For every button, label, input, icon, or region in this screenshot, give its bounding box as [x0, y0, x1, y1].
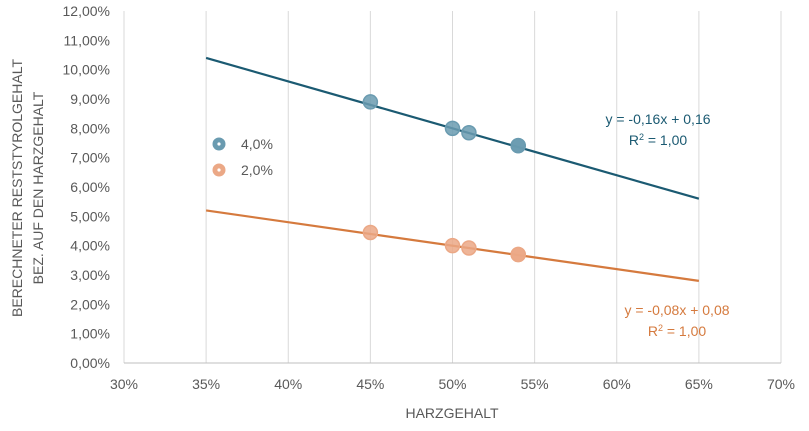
data-point-series-1 — [461, 240, 477, 256]
y-tick-label: 2,00% — [70, 296, 110, 312]
x-tick-label: 60% — [603, 376, 631, 392]
y-tick-label: 1,00% — [70, 326, 110, 342]
y-tick-label: 7,00% — [70, 150, 110, 166]
x-tick-label: 55% — [521, 376, 549, 392]
y-tick-label: 11,00% — [64, 32, 110, 48]
r2-series-2: R2 = 1,00 — [648, 323, 707, 339]
legend-label-2: 2,0% — [241, 162, 273, 178]
y-tick-label: 8,00% — [70, 120, 110, 136]
y-tick-label: 6,00% — [70, 179, 110, 195]
data-point-series-0 — [510, 137, 526, 154]
data-point-series-1 — [444, 237, 461, 254]
r2-series-4: R2 = 1,00 — [629, 132, 688, 148]
gridlines — [123, 11, 782, 363]
y-tick-label: 4,00% — [70, 238, 110, 254]
legend-marker-4-center — [217, 142, 221, 146]
legend-label-4: 4,0% — [241, 136, 273, 152]
data-point-series-0 — [444, 120, 461, 137]
x-axis-title: HARZGEHALT — [405, 405, 499, 421]
x-tick-label: 65% — [685, 376, 713, 392]
data-point-series-0 — [362, 94, 379, 110]
x-tick-label: 45% — [356, 376, 384, 392]
legend: 4,0% 2,0% — [212, 136, 273, 178]
x-tick-label: 40% — [274, 376, 302, 392]
legend-marker-2-center — [217, 168, 221, 172]
axes: 30% 35% 40% 45% 50% 55% 60% 65% 70% 0,00% 1,00% 2,0… — [63, 3, 796, 392]
equation-series-2: y = -0,08x + 0,08 — [624, 302, 729, 318]
x-tick-label: 30% — [110, 376, 138, 392]
data-point-series-0 — [461, 124, 477, 141]
y-tick-label: 5,00% — [70, 208, 110, 224]
x-tick-label: 50% — [438, 376, 466, 392]
equation-series-4: y = -0,16x + 0,16 — [605, 111, 710, 127]
x-tick-label: 70% — [767, 376, 795, 392]
data-points — [362, 94, 526, 263]
y-axis-title-line1: BERECHNETER RESTSTYROLGEHALT — [9, 59, 25, 317]
y-axis-title-line2: BEZ. AUF DEN HARZGEHALT — [30, 91, 46, 284]
data-point-series-1 — [510, 246, 526, 263]
y-tick-label: 9,00% — [70, 91, 110, 107]
x-tick-label: 35% — [192, 376, 220, 392]
y-tick-label: 12,00% — [63, 3, 110, 19]
y-tick-label: 3,00% — [70, 267, 110, 283]
data-point-series-1 — [362, 224, 379, 241]
y-tick-label: 0,00% — [70, 355, 110, 371]
y-tick-label: 10,00% — [63, 62, 110, 78]
